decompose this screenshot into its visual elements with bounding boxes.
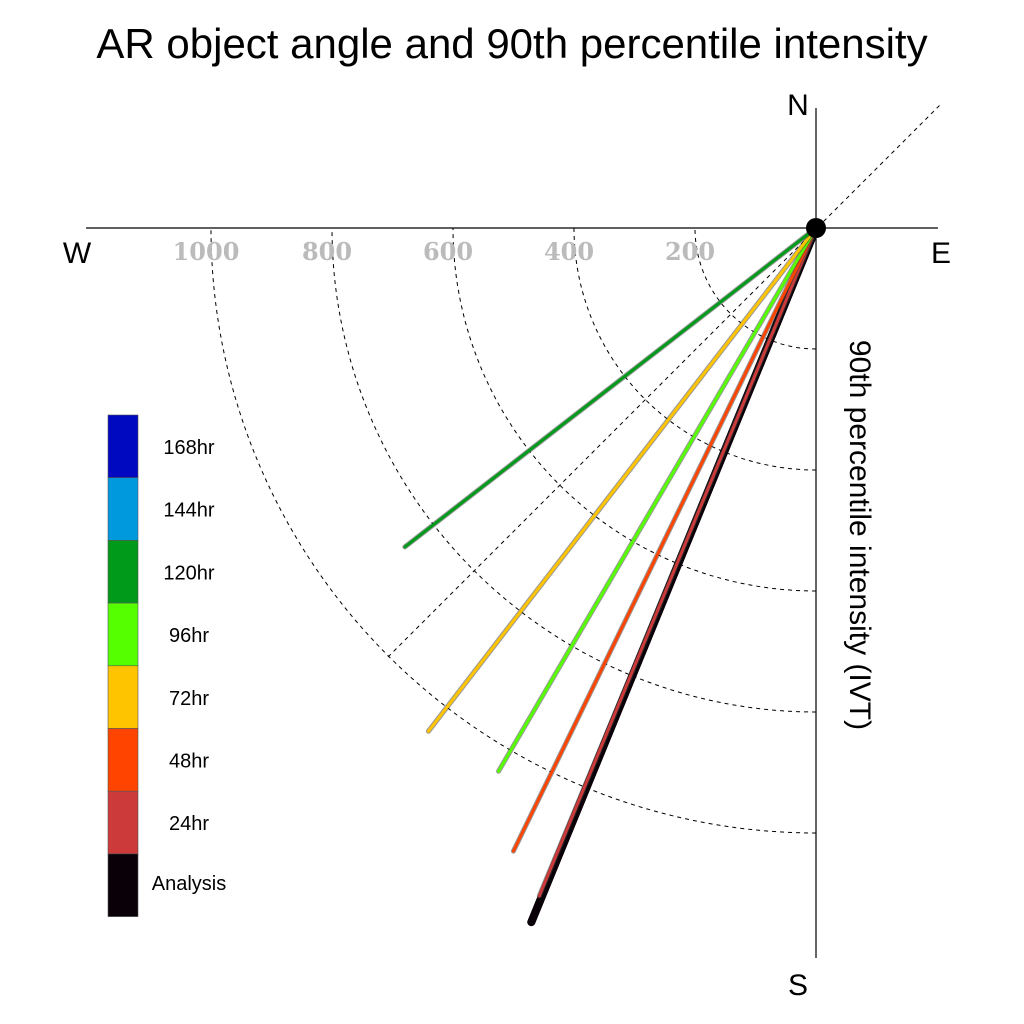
tick-label-600: 600: [423, 237, 473, 266]
tick-label-800: 800: [302, 237, 352, 266]
legend-swatch-144hr: [107, 477, 139, 541]
legend-swatch-Analysis: [107, 853, 139, 917]
tick-label-200: 200: [665, 237, 715, 266]
compass-west: W: [63, 237, 92, 270]
legend: 168hr 144hr 120hr 96hr 72hr 48hr 24hr Analysis: [107, 414, 226, 917]
legend-swatch-72hr: [107, 665, 139, 729]
legend-label-144hr: 144hr: [163, 500, 214, 522]
legend-label-48hr: 48hr: [169, 751, 209, 773]
legend-swatch-48hr: [107, 728, 139, 792]
compass-north: N: [787, 89, 809, 122]
legend-label-24hr: 24hr: [169, 813, 209, 835]
series-lines: [402, 224, 820, 927]
legend-swatch-168hr: [107, 414, 139, 479]
grid-arc-1000: [210, 227, 817, 834]
series-line-120hr: [403, 226, 818, 549]
legend-swatch-120hr: [107, 540, 139, 604]
grid-arc-800: [331, 227, 817, 713]
origin-marker: [806, 218, 826, 238]
grid-arc-200: [694, 227, 817, 350]
tick-label-400: 400: [544, 237, 594, 266]
diagonal-guide: [387, 104, 941, 658]
legend-label-168hr: 168hr: [163, 437, 214, 459]
chart-title: AR object angle and 90th percentile inte…: [96, 20, 927, 67]
series-line-48hr: [511, 226, 818, 853]
radial-gridlines: [210, 227, 817, 834]
legend-label-72hr: 72hr: [169, 688, 209, 710]
legend-label-Analysis: Analysis: [152, 873, 226, 895]
legend-label-120hr: 120hr: [163, 562, 214, 584]
legend-label-96hr: 96hr: [169, 625, 209, 647]
tick-label-1000: 1000: [173, 237, 240, 266]
series-line-72hr: [426, 226, 818, 733]
radial-tick-labels: 200 400 600 800 1000: [173, 237, 715, 266]
legend-swatch-24hr: [107, 790, 139, 855]
compass-south: S: [788, 969, 808, 1002]
y-axis-label: 90th percentile intensity (IVT): [843, 340, 876, 730]
compass-east: E: [931, 237, 951, 270]
series-line-24hr: [537, 226, 818, 898]
legend-swatch-96hr: [107, 602, 139, 667]
series-line-96hr: [497, 226, 818, 773]
